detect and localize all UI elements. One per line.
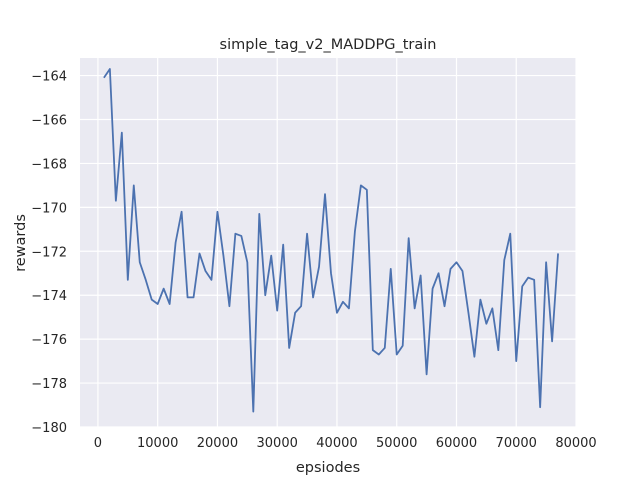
y-tick-label: −172 xyxy=(31,245,67,260)
x-tick-label: 0 xyxy=(94,436,102,451)
y-tick-label: −170 xyxy=(31,201,67,216)
x-tick-label: 30000 xyxy=(257,436,298,451)
chart-title: simple_tag_v2_MADDPG_train xyxy=(220,37,437,53)
x-tick-label: 60000 xyxy=(436,436,477,451)
x-axis-ticks: 0 10000 20000 30000 40000 50000 60000 70000 8000… xyxy=(94,436,597,451)
x-tick-label: 50000 xyxy=(376,436,417,451)
y-tick-label: −164 xyxy=(31,70,67,85)
x-tick-label: 80000 xyxy=(555,436,596,451)
x-tick-label: 40000 xyxy=(316,436,357,451)
x-tick-label: 70000 xyxy=(496,436,537,451)
y-tick-label: −178 xyxy=(31,377,67,392)
y-axis-label: rewards xyxy=(13,214,29,272)
x-tick-label: 20000 xyxy=(197,436,238,451)
y-tick-label: −180 xyxy=(31,421,67,436)
y-tick-label: −176 xyxy=(31,333,67,348)
x-axis-label: epsiodes xyxy=(296,460,360,476)
y-tick-label: −174 xyxy=(31,289,67,304)
y-tick-label: −166 xyxy=(31,114,67,129)
series-line xyxy=(103,68,559,413)
grid-lines xyxy=(80,58,577,428)
y-tick-label: −168 xyxy=(31,157,67,172)
x-tick-label: 10000 xyxy=(137,436,178,451)
y-axis-ticks: −180 −178 −176 −174 −172 −170 −168 −166 −164 xyxy=(31,70,67,436)
